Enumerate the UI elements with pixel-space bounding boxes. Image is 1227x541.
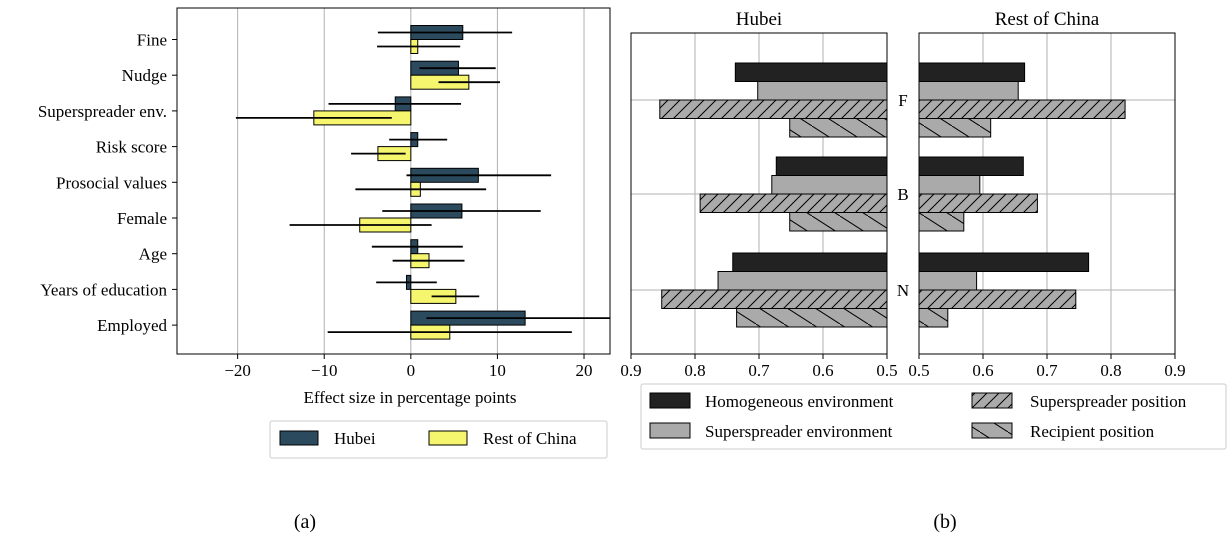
- panel-b-x-tick-label: 0.5: [876, 361, 897, 380]
- bar-rest-of-china-superspreader-environment-b: [918, 175, 981, 195]
- panel-b-x-tick-label: 0.5: [908, 361, 929, 380]
- category-label-risk-score: Risk score: [96, 138, 167, 157]
- legend-label-recipient-position: Recipient position: [1030, 422, 1155, 441]
- panel-a-x-tick-label: 0: [407, 361, 416, 380]
- category-label-age: Age: [139, 245, 167, 264]
- panel-b-bars: [659, 62, 1126, 328]
- panel-b-caption: (b): [933, 511, 956, 533]
- panel-a-caption: (a): [294, 511, 316, 533]
- bar-hubei-superspreader-environment-b: [771, 175, 888, 195]
- panel-a-x-tick-label: 10: [489, 361, 506, 380]
- legend-swatch-superspreader-environment: [649, 422, 691, 439]
- category-label-years-of-education: Years of education: [40, 280, 167, 299]
- panel-b-x-tick-label: 0.9: [1164, 361, 1185, 380]
- panel-b-x-tick-label: 0.8: [1100, 361, 1121, 380]
- bar-hubei-homogeneous-environment-b: [775, 156, 888, 176]
- bar-rest-of-china-homogeneous-environment-f: [918, 62, 1026, 82]
- panel-a-effect-size-chart: −20 −10 0 10 20 Fine Nudge Superspreader env. Ri…: [38, 7, 611, 533]
- legend-label-superspreader-environment: Superspreader environment: [705, 422, 893, 441]
- panel-b-ticks: 0.9 0.8 0.7 0.6 0.5 0.5 0.6 0.7 0.8 0.9 F B N: [620, 91, 1185, 380]
- bar-hubei-superspreader-position-f: [659, 99, 888, 119]
- legend-swatch-recipient-position: [971, 422, 1013, 439]
- panel-a-ticks: −20 −10 0 10 20 Fine Nudge Superspreader env. Ri…: [38, 31, 593, 381]
- panel-b-x-tick-label: 0.7: [1036, 361, 1058, 380]
- panel-a-legend: Hubei Rest of China: [269, 420, 608, 459]
- bar-rest-of-china-superspreader-position-b: [918, 193, 1038, 213]
- legend-label-homogeneous-environment: Homogeneous environment: [705, 392, 894, 411]
- category-label-superspreader-env: Superspreader env.: [38, 102, 167, 121]
- panel-a-frame: [176, 7, 611, 355]
- bar-rest-of-china-homogeneous-environment-b: [918, 156, 1024, 176]
- legend-swatch-hubei: [279, 430, 319, 446]
- legend-swatch-superspreader-position: [971, 392, 1013, 409]
- bar-hubei-superspreader-environment-n: [717, 271, 888, 291]
- bar-rest-of-china-recipient-position-b: [918, 212, 965, 232]
- panel-a-x-axis-label: Effect size in percentage points: [303, 388, 516, 407]
- panel-b-position-chart: Hubei Rest of China 0.9 0.8 0.7 0.6 0.5 0.5 0.…: [620, 9, 1227, 533]
- bar-rest-of-china-superspreader-position-f: [918, 99, 1126, 119]
- bar-hubei-superspreader-position-n: [661, 289, 888, 309]
- panel-a-bars: [235, 25, 610, 340]
- bar-rest-of-china-homogeneous-environment-n: [918, 252, 1090, 272]
- panel-b-category-label-n: N: [897, 281, 909, 300]
- bar-rest-of-china-superspreader-position-n: [918, 289, 1077, 309]
- panel-b-left-title: Hubei: [736, 9, 782, 30]
- panel-b-x-tick-label: 0.9: [620, 361, 641, 380]
- panel-b-x-tick-label: 0.6: [812, 361, 833, 380]
- panel-b-category-label-f: F: [898, 91, 907, 110]
- bar-hubei-recipient-position-f: [789, 118, 888, 138]
- panel-a-x-tick-label: −10: [311, 361, 338, 380]
- panel-b-x-tick-label: 0.6: [972, 361, 993, 380]
- category-label-prosocial-values: Prosocial values: [56, 173, 167, 192]
- bar-hubei-recipient-position-n: [736, 308, 888, 328]
- bar-hubei-recipient-position-b: [789, 212, 888, 232]
- bar-rest-of-china-recipient-position-f: [918, 118, 992, 138]
- panel-b-category-label-b: B: [897, 185, 908, 204]
- legend-label-hubei: Hubei: [334, 429, 376, 448]
- panel-a-x-tick-label: 20: [576, 361, 593, 380]
- category-label-female: Female: [117, 209, 167, 228]
- bar-hubei-superspreader-position-b: [699, 193, 888, 213]
- legend-label-rest-of-china: Rest of China: [483, 429, 577, 448]
- bar-hubei-homogeneous-environment-f: [734, 62, 888, 82]
- bar-hubei-homogeneous-environment-n: [732, 252, 888, 272]
- bar-rest-of-china-superspreader-environment-n: [918, 271, 978, 291]
- category-label-fine: Fine: [137, 31, 167, 50]
- panel-b-legend-box: [640, 383, 1227, 450]
- legend-swatch-rest-of-china: [428, 430, 468, 446]
- panel-b-x-tick-label: 0.8: [684, 361, 705, 380]
- legend-swatch-homogeneous-environment: [649, 392, 691, 409]
- category-label-employed: Employed: [97, 316, 167, 335]
- panel-b-x-tick-label: 0.7: [748, 361, 770, 380]
- bar-rest-of-china-recipient-position-n: [918, 308, 949, 328]
- category-label-nudge: Nudge: [122, 66, 167, 85]
- bar-hubei-superspreader-environment-f: [757, 81, 888, 101]
- panel-b-legend: Homogeneous environment Superspreader en…: [640, 383, 1227, 450]
- panel-b-right-title: Rest of China: [995, 9, 1100, 30]
- legend-label-superspreader-position: Superspreader position: [1030, 392, 1187, 411]
- bar-rest-of-china-superspreader-environment-f: [918, 81, 1019, 101]
- panel-a-x-tick-label: −20: [224, 361, 251, 380]
